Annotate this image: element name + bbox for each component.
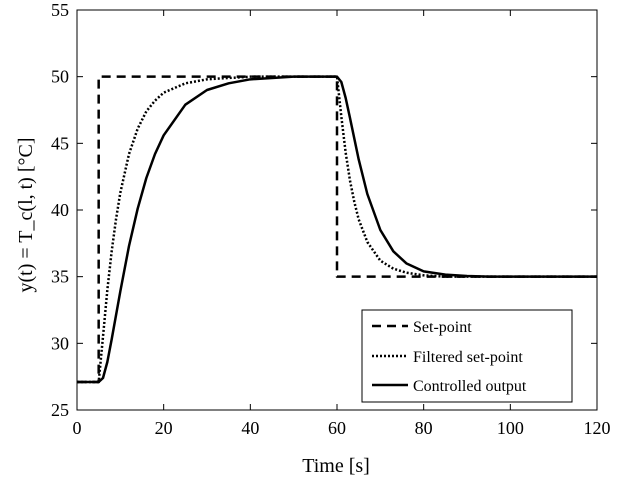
ticks-layer: 0 20 40 60 80 100 120 25 30 35 40 45 50 55 [51,0,611,438]
x-tick-label: 60 [328,418,346,438]
x-tick-label: 80 [415,418,433,438]
y-axis-title: y(t) = T_c(l, t) [°C] [15,138,37,293]
legend-label-filtered-set-point: Filtered set-point [413,349,523,366]
x-tick-label: 0 [73,418,82,438]
series-line-filtered-set-point [77,75,597,384]
legend: Set-point Filtered set-point Controlled … [361,309,573,403]
y-tick-label: 55 [51,0,69,20]
x-tick-label: 120 [584,418,611,438]
x-axis-title: Time [s] [302,455,370,477]
series-layer [77,75,597,384]
y-tick-label: 40 [51,200,69,220]
x-tick-label: 100 [497,418,524,438]
y-tick-label: 30 [51,333,69,353]
y-tick-label: 45 [51,133,69,153]
x-tick-label: 40 [241,418,259,438]
y-tick-label: 50 [51,67,69,87]
y-tick-label: 35 [51,267,69,287]
legend-label-controlled-output: Controlled output [413,378,527,395]
x-tick-label: 20 [155,418,173,438]
series-line-controlled-output [77,75,597,384]
y-tick-label: 25 [51,400,69,420]
legend-label-set-point: Set-point [413,319,472,336]
